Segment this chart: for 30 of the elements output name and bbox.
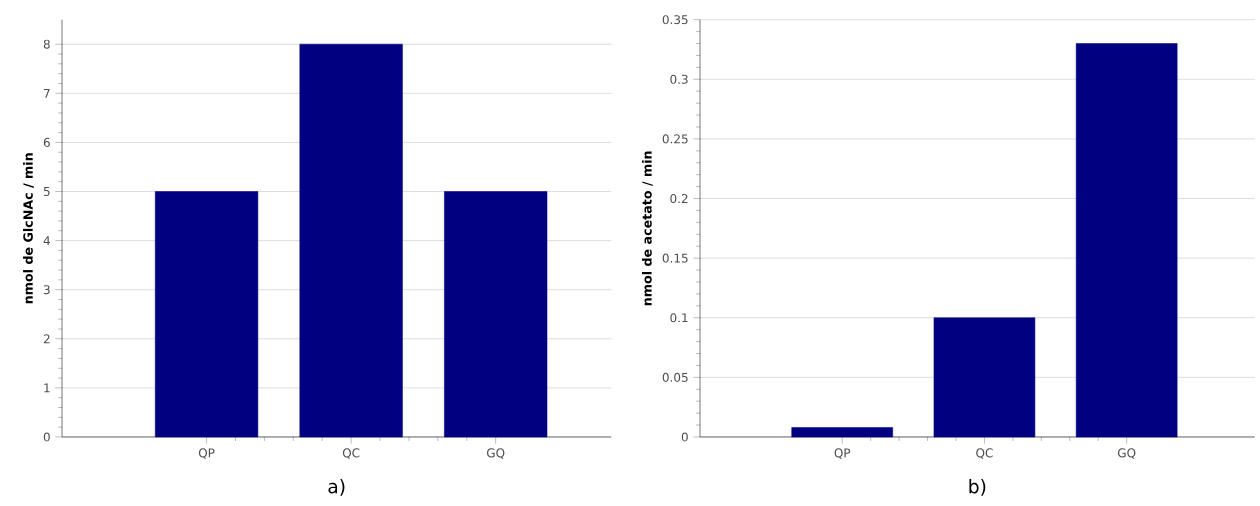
y-axis-title: nmol de GlcNAc / min	[23, 153, 34, 304]
y-tick-label: 1	[44, 383, 50, 393]
y-tick-label: 0.15	[662, 253, 688, 263]
bar	[1075, 43, 1178, 438]
x-tick-label: QC	[342, 448, 360, 459]
y-tick-label: 0.35	[662, 15, 688, 25]
x-tick-label: GQ	[486, 448, 505, 459]
y-tick-label: 3	[43, 285, 50, 295]
y-tick-label: 4	[43, 236, 50, 245]
text: b)	[969, 479, 986, 496]
y-tick-label: 0.2	[670, 193, 688, 204]
x-tick-label: QP	[198, 448, 215, 459]
y-tick-label: 2	[43, 334, 50, 344]
y-tick-label: 8	[43, 39, 50, 49]
y-tick-label: 7	[43, 88, 50, 98]
bar	[791, 427, 893, 438]
bar	[933, 317, 1036, 438]
y-tick-label: 0.3	[670, 74, 688, 84]
y-axis-title: nmol de acetato / min	[641, 151, 653, 306]
y-tick-label: 0	[681, 432, 688, 442]
x-tick-label: GQ	[1117, 448, 1136, 459]
y-tick-label: 6	[43, 137, 50, 147]
text: a)	[328, 479, 345, 496]
y-tick-label: 0.1	[670, 313, 688, 323]
y-tick-label: 0	[43, 432, 50, 442]
y-tick-label: 5	[43, 187, 50, 196]
y-tick-label: 0.05	[662, 372, 688, 382]
y-tick-label: 0.25	[662, 134, 688, 144]
x-tick-label: QC	[976, 448, 993, 459]
x-tick-label: QP	[834, 448, 851, 459]
